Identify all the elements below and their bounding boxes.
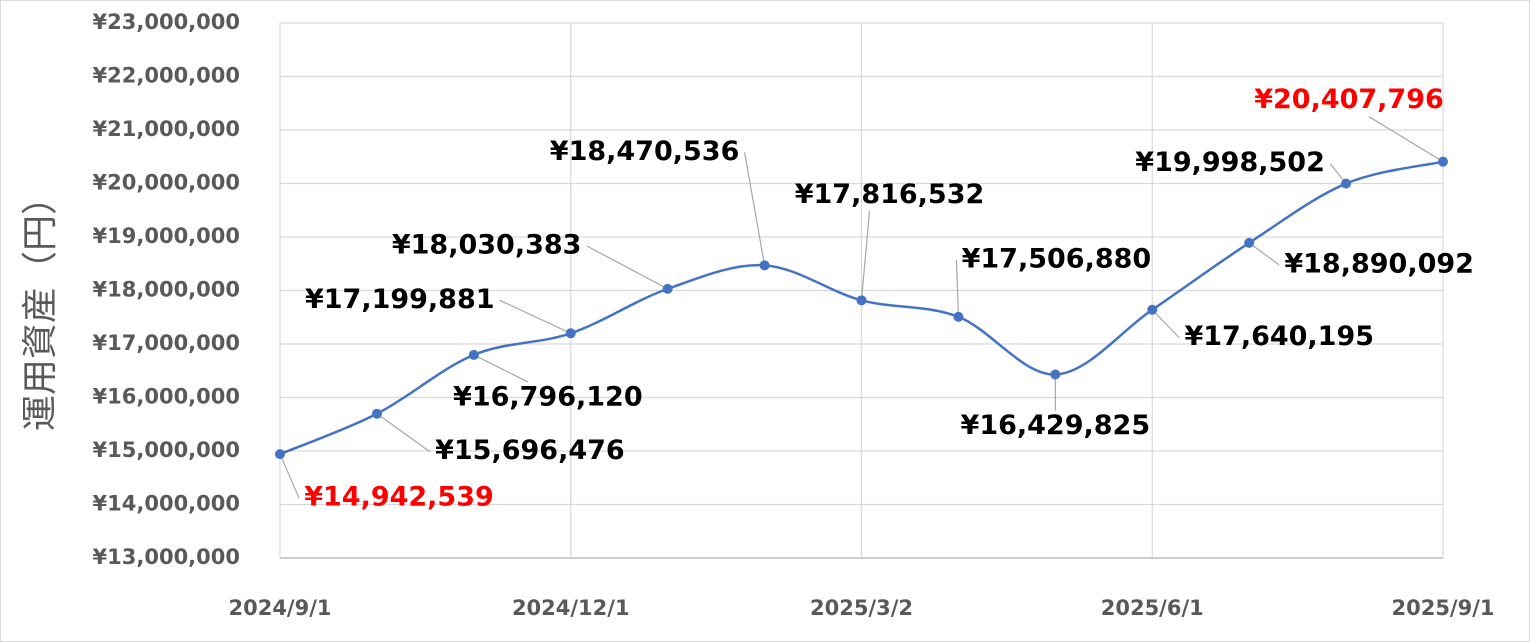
y-tick-label: ¥23,000,000 — [93, 10, 240, 34]
data-label: ¥18,890,092 — [1284, 248, 1474, 279]
data-label: ¥17,199,881 — [305, 284, 495, 315]
y-tick-label: ¥13,000,000 — [93, 545, 240, 569]
y-tick-label: ¥21,000,000 — [93, 117, 240, 141]
data-point — [275, 449, 285, 460]
x-tick-label: 2025/6/1 — [1101, 596, 1204, 620]
data-point — [468, 349, 479, 360]
data-point — [953, 311, 964, 322]
data-label: ¥17,816,532 — [795, 179, 985, 210]
y-axis-label: 運用資産（円） — [20, 179, 61, 431]
leader-line — [279, 453, 300, 499]
leader-line — [1248, 242, 1280, 266]
leader-line — [499, 299, 572, 334]
data-label: ¥18,030,383 — [392, 229, 582, 260]
data-label: ¥16,796,120 — [453, 381, 643, 412]
data-point — [565, 328, 576, 339]
y-tick-label: ¥16,000,000 — [93, 385, 240, 409]
y-tick-label: ¥20,000,000 — [93, 171, 240, 195]
data-label: ¥18,470,536 — [550, 136, 740, 167]
data-label: ¥14,942,539 — [304, 482, 494, 513]
x-tick-label: 2024/12/1 — [512, 596, 630, 620]
data-point — [1438, 156, 1448, 167]
leader-line — [955, 259, 960, 317]
data-point — [759, 260, 770, 271]
y-tick-label: ¥17,000,000 — [93, 331, 240, 355]
data-point — [371, 408, 382, 419]
data-label: ¥20,407,796 — [1254, 84, 1444, 115]
data-point — [1050, 369, 1061, 380]
y-tick-label: ¥14,000,000 — [93, 492, 240, 516]
data-label: ¥15,696,476 — [435, 435, 625, 466]
x-tick-label: 2024/9/1 — [228, 596, 331, 620]
leader-line — [473, 354, 529, 383]
leader-line — [376, 413, 431, 453]
x-tick-label: 2025/9/1 — [1391, 596, 1494, 620]
data-label: ¥17,640,195 — [1184, 321, 1374, 352]
leader-line — [1151, 309, 1180, 339]
data-point — [1244, 237, 1255, 248]
leader-line — [860, 211, 871, 301]
data-point — [1341, 178, 1352, 189]
y-tick-label: ¥22,000,000 — [93, 64, 240, 88]
data-point — [856, 295, 867, 306]
leader-line — [743, 152, 766, 266]
data-point — [1147, 304, 1158, 315]
x-tick-label: 2025/3/2 — [810, 596, 913, 620]
data-label: ¥19,998,502 — [1135, 147, 1325, 178]
y-tick-label: ¥15,000,000 — [93, 438, 240, 462]
data-label: ¥17,506,880 — [962, 243, 1152, 274]
data-point — [662, 283, 673, 294]
y-tick-label: ¥18,000,000 — [93, 278, 240, 302]
y-tick-label: ¥19,000,000 — [93, 224, 240, 248]
leader-line — [586, 245, 668, 290]
leader-line — [1368, 116, 1444, 163]
data-label: ¥16,429,825 — [961, 410, 1151, 441]
